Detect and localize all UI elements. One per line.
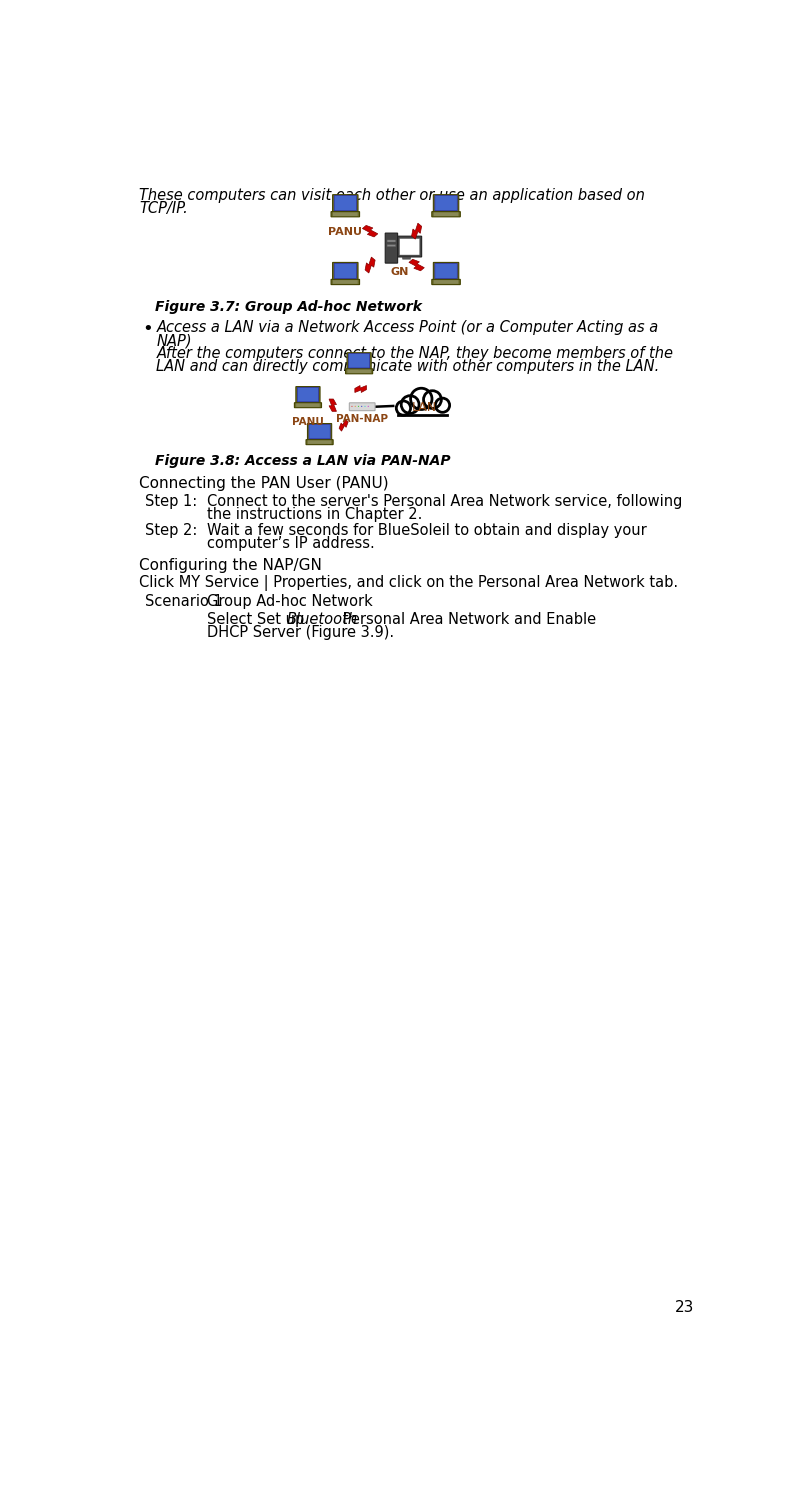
Text: NAP): NAP) [156,334,192,349]
Text: Connecting the PAN User (PANU): Connecting the PAN User (PANU) [139,475,389,492]
Text: •: • [142,320,153,338]
Circle shape [396,401,410,416]
Text: PAN-NAP: PAN-NAP [336,414,388,423]
FancyBboxPatch shape [306,440,332,444]
FancyBboxPatch shape [397,235,421,256]
FancyBboxPatch shape [348,353,369,368]
FancyBboxPatch shape [349,402,375,411]
FancyBboxPatch shape [331,279,359,285]
FancyBboxPatch shape [334,264,356,279]
FancyBboxPatch shape [399,238,419,255]
Circle shape [423,390,441,408]
Polygon shape [365,258,375,273]
Polygon shape [362,225,377,237]
Polygon shape [339,419,348,431]
Text: computer’s IP address.: computer’s IP address. [207,536,375,551]
Text: These computers can visit each other or use an application based on: These computers can visit each other or … [139,188,644,203]
FancyBboxPatch shape [331,212,359,218]
Text: Configuring the NAP/GN: Configuring the NAP/GN [139,559,322,574]
FancyBboxPatch shape [332,195,357,212]
Circle shape [434,398,449,413]
FancyBboxPatch shape [434,264,457,279]
FancyBboxPatch shape [434,195,457,210]
Text: Scenario 1: Scenario 1 [145,595,223,609]
FancyBboxPatch shape [332,213,357,216]
FancyBboxPatch shape [294,402,321,408]
FancyBboxPatch shape [431,212,460,218]
FancyBboxPatch shape [433,195,459,212]
Text: Wait a few seconds for BlueSoleil to obtain and display your: Wait a few seconds for BlueSoleil to obt… [207,523,646,538]
FancyBboxPatch shape [402,258,410,259]
FancyBboxPatch shape [296,386,320,404]
Polygon shape [409,259,424,271]
FancyBboxPatch shape [334,195,356,210]
Text: LAN: LAN [411,401,436,414]
Text: Group Ad-hoc Network: Group Ad-hoc Network [207,595,373,609]
FancyBboxPatch shape [347,370,370,372]
FancyBboxPatch shape [400,404,450,416]
Text: Access a LAN via a Network Access Point (or a Computer Acting as a: Access a LAN via a Network Access Point … [156,320,658,335]
Polygon shape [328,399,336,411]
Text: Figure 3.8: Access a LAN via PAN-NAP: Figure 3.8: Access a LAN via PAN-NAP [154,454,450,468]
Text: Bluetooth: Bluetooth [287,612,357,627]
Text: 23: 23 [674,1301,693,1316]
FancyBboxPatch shape [297,387,318,402]
Text: the instructions in Chapter 2.: the instructions in Chapter 2. [207,507,422,522]
FancyBboxPatch shape [431,279,460,285]
Polygon shape [354,386,366,392]
Text: PANU: PANU [328,228,362,237]
Text: DHCP Server (Figure 3.9).: DHCP Server (Figure 3.9). [207,624,394,641]
Text: PANU: PANU [291,417,324,428]
FancyBboxPatch shape [345,370,373,374]
FancyBboxPatch shape [332,280,357,283]
Text: Connect to the server's Personal Area Network service, following: Connect to the server's Personal Area Ne… [207,495,682,510]
FancyBboxPatch shape [332,262,357,280]
Text: TCP/IP.: TCP/IP. [139,201,188,216]
Text: LAN and can directly communicate with other computers in the LAN.: LAN and can directly communicate with ot… [156,359,658,374]
FancyBboxPatch shape [296,404,320,407]
Circle shape [410,389,431,410]
FancyBboxPatch shape [308,441,331,444]
FancyBboxPatch shape [386,244,395,247]
Text: GN: GN [390,267,408,277]
FancyBboxPatch shape [347,353,371,370]
Polygon shape [411,224,421,238]
Text: Step 1:: Step 1: [145,495,198,510]
Text: Step 2:: Step 2: [145,523,198,538]
FancyBboxPatch shape [385,232,397,264]
FancyBboxPatch shape [386,240,395,241]
Text: Select Set up: Select Set up [207,612,309,627]
FancyBboxPatch shape [433,262,459,280]
Circle shape [401,396,418,413]
FancyBboxPatch shape [433,213,458,216]
Text: Figure 3.7: Group Ad-hoc Network: Figure 3.7: Group Ad-hoc Network [154,301,422,314]
Text: Click MY Service | Properties, and click on the Personal Area Network tab.: Click MY Service | Properties, and click… [139,575,678,592]
Text: Personal Area Network and Enable: Personal Area Network and Enable [337,612,595,627]
Text: After the computers connect to the NAP, they become members of the: After the computers connect to the NAP, … [156,346,672,361]
FancyBboxPatch shape [308,425,330,438]
FancyBboxPatch shape [433,280,458,283]
FancyBboxPatch shape [307,423,332,440]
